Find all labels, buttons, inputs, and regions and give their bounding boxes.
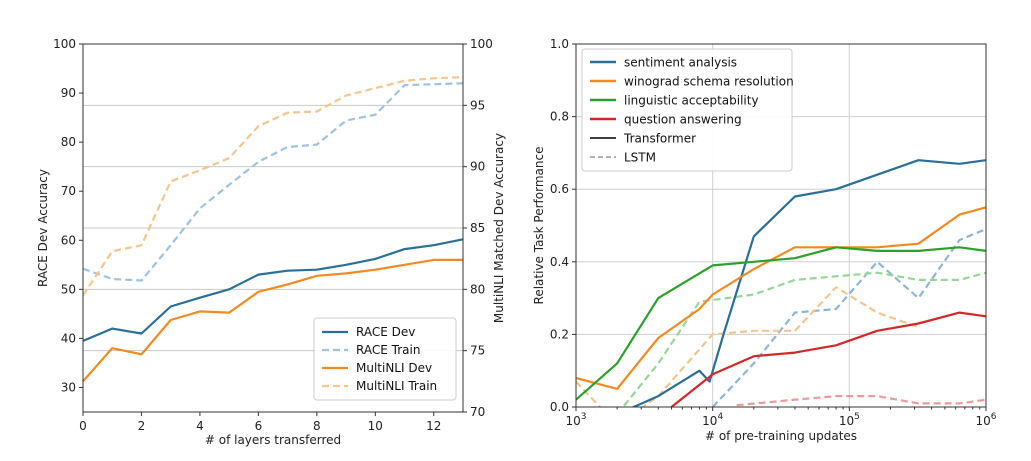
series-line-transformer-linguistic-acceptability	[576, 246, 986, 401]
y-left-tick-label: 50	[61, 282, 76, 296]
y-left-tick-label: 30	[61, 380, 76, 394]
x-tick-label: 2	[138, 419, 146, 433]
y-left-tick-label: 80	[61, 135, 76, 149]
y-axis-label: Relative Task Performance	[532, 147, 546, 305]
y-tick-label: 0.6	[550, 182, 569, 196]
x-tick-label-exponent: 5	[854, 412, 860, 422]
series-group	[576, 159, 986, 407]
x-tick-label-exponent: 6	[991, 412, 997, 422]
series-line-lstm-linguistic-acceptability	[621, 271, 986, 407]
x-tick-label-base: 10	[975, 414, 990, 428]
legend-label: LSTM	[624, 151, 656, 165]
legend-label: question answering	[624, 113, 742, 127]
x-tick-label-base: 10	[839, 414, 854, 428]
legend-label: MultiNLI Train	[356, 379, 437, 393]
y-right-tick-label: 70	[470, 405, 485, 419]
y-tick-label: 0.0	[550, 400, 569, 414]
y-left-tick-label: 40	[61, 331, 76, 345]
series-line-transformer-sentiment-analysis	[630, 159, 986, 407]
y-left-tick-label: 70	[61, 184, 76, 198]
x-tick-label-base: 10	[565, 414, 580, 428]
y-right-tick-label: 90	[470, 160, 485, 174]
x-tick-label: 106	[975, 412, 996, 428]
y-right-tick-label: 100	[470, 37, 493, 51]
x-tick-label-base: 10	[702, 414, 717, 428]
legend-label: MultiNLI Dev	[356, 361, 432, 375]
legend-label: Transformer	[623, 132, 696, 146]
y-left-tick-label: 60	[61, 233, 76, 247]
x-tick-label: 103	[565, 412, 586, 428]
y-right-tick-label: 75	[470, 344, 485, 358]
x-tick-label: 0	[79, 419, 87, 433]
legend-box	[581, 48, 793, 172]
series-line-multinli-train	[82, 76, 464, 297]
y-right-tick-label: 80	[470, 282, 485, 296]
x-tick-label: 8	[313, 419, 321, 433]
y-right-axis-label: MultiNLI Matched Dev Accuracy	[492, 133, 506, 323]
series-line-race-dev	[82, 238, 464, 342]
legend-label: RACE Train	[356, 343, 420, 357]
x-tick-label-exponent: 3	[581, 412, 587, 422]
series-line-race-train	[82, 82, 464, 282]
legend-label: linguistic acceptability	[624, 94, 759, 108]
y-tick-label: 0.2	[550, 327, 569, 341]
series-line-transformer-question-answering	[670, 311, 986, 407]
x-axis-label: # of pre-training updates	[705, 429, 857, 443]
y-right-tick-label: 95	[470, 98, 485, 112]
legend-box	[313, 317, 457, 401]
series-line-transformer-winograd-schema-resolution	[576, 206, 986, 390]
plot-frame	[575, 43, 987, 408]
y-left-tick-label: 100	[53, 37, 76, 51]
x-tick-label: 6	[255, 419, 263, 433]
x-tick-label: 4	[196, 419, 204, 433]
x-tick-label: 105	[839, 412, 860, 428]
legend-label: sentiment analysis	[624, 56, 737, 70]
series-line-lstm-winograd-schema-resolution	[576, 286, 919, 407]
y-left-axis-label: RACE Dev Accuracy	[36, 169, 50, 287]
y-tick-label: 1.0	[550, 37, 569, 51]
x-tick-label: 12	[426, 419, 441, 433]
y-right-tick-label: 85	[470, 221, 485, 235]
series-line-multinli-dev	[82, 258, 463, 383]
x-axis-label: # of layers transferred	[205, 433, 341, 447]
legend-label: winograd schema resolution	[624, 75, 794, 89]
x-tick-label-exponent: 4	[717, 412, 723, 422]
x-tick-label: 10	[368, 419, 383, 433]
y-left-tick-label: 90	[61, 86, 76, 100]
legend-label: RACE Dev	[356, 325, 415, 339]
y-tick-label: 0.4	[550, 255, 569, 269]
x-tick-label: 104	[702, 412, 723, 428]
series-line-lstm-question-answering	[736, 395, 986, 407]
y-tick-label: 0.8	[550, 110, 569, 124]
